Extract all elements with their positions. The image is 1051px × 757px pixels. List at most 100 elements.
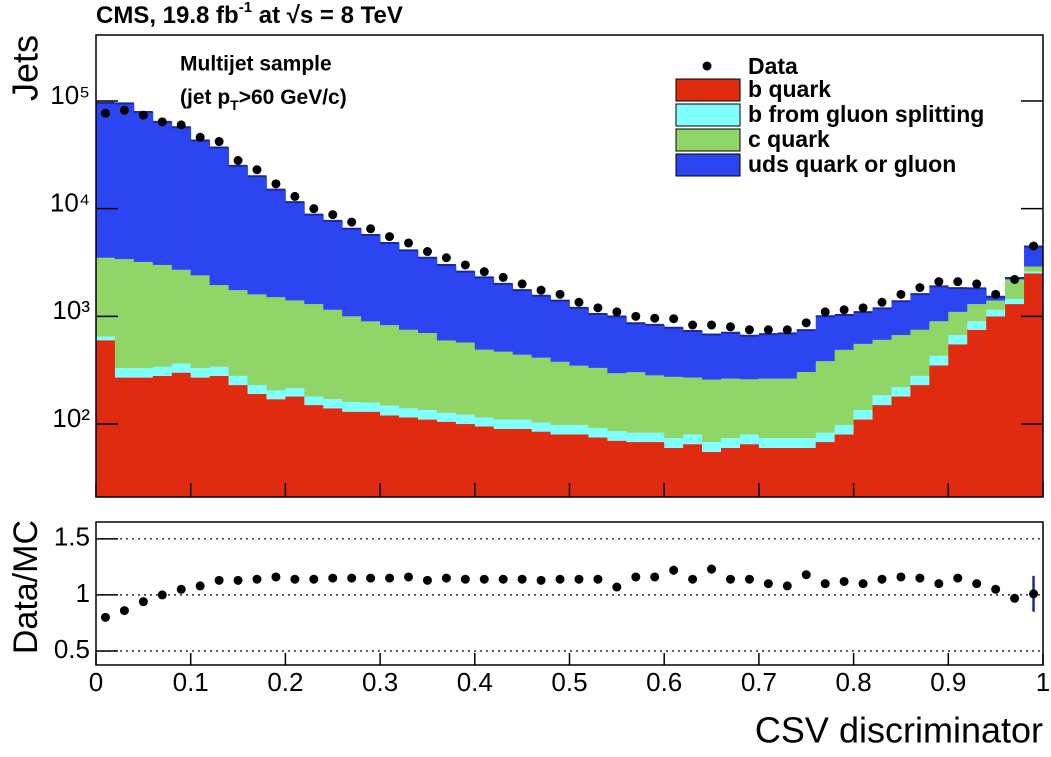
bar-segment [834,315,854,350]
bar-segment [285,388,305,397]
chart-title: CMS, 19.8 fb-1 at √s = 8 TeV [96,0,403,29]
bar-segment [1005,298,1025,305]
bar-segment [626,323,646,373]
bar-segment [342,316,362,403]
bar-segment [247,294,267,386]
ratio-point [422,575,432,585]
bar-segment [777,438,798,448]
bar-segment [266,390,286,400]
bar-segment [190,140,211,276]
bar-segment [380,405,400,416]
bar-segment [796,372,817,439]
data-point [631,311,641,321]
bar-segment [133,377,154,497]
bar-segment [664,327,684,377]
bar-segment [247,176,267,295]
legend-label: Data [748,53,798,79]
bar-segment [967,288,987,305]
ratio-point [669,565,679,575]
bar-segment [910,294,930,330]
bar-segment [512,419,533,429]
bar-segment [323,220,343,310]
data-point [214,137,224,147]
y-tick-label: 10⁴ [50,188,90,218]
bar-segment [758,438,779,448]
data-point [801,318,811,328]
bar-segment [399,329,419,409]
ratio-point [252,574,262,584]
annotation: Multijet sample [180,53,332,76]
bar-segment [417,333,438,410]
bar-segment [758,447,779,497]
y-tick-label: 10³ [52,295,90,325]
ratio-point [915,573,925,583]
bar-segment [342,228,362,317]
bar-segment [626,432,646,443]
bar-segment [891,396,911,497]
bar-segment [361,234,381,322]
x-axis-label: CSV discriminator [755,710,1043,751]
bar-segment [758,378,779,439]
ratio-point [744,574,754,584]
bar-segment [758,334,779,379]
bar-segment [986,316,1006,497]
bar-segment [171,269,192,364]
legend-label: b quark [748,76,831,102]
data-point [366,224,376,234]
ratio-point [328,573,338,583]
ratio-point [479,574,489,584]
bar-segment [152,375,173,497]
bar-segment [607,373,627,432]
data-point [252,165,262,175]
bar-segment [304,304,324,397]
bar-segment [1024,271,1044,274]
bar-segment [133,368,154,378]
bar-segment [929,365,949,497]
bar-segment [721,438,741,448]
x-tick-label: 0.8 [836,667,872,697]
data-point [176,120,186,130]
bar-segment [114,259,135,369]
bar-segment [285,300,305,389]
title-sup: -1 [239,0,252,16]
data-point [119,105,129,115]
data-point [1029,241,1039,251]
ratio-point [366,573,376,583]
bar-segment [512,428,533,497]
data-point [1010,274,1020,284]
data-point [725,322,735,332]
bar-segment [190,275,211,369]
bar-segment [607,440,627,497]
bar-segment [190,377,211,497]
bar-segment [986,309,1006,317]
bar-segment [569,424,589,435]
bar-segment [815,432,836,443]
bar-segment [96,340,116,497]
bar-segment [739,444,760,497]
bar-segment [588,313,608,368]
bar-segment [531,295,551,358]
ratio-point [688,574,698,584]
bar-segment [436,265,457,341]
data-point [536,285,546,295]
data-point [707,320,717,330]
bar-segment [493,419,514,429]
bar-segment [455,424,476,497]
ratio-point [707,564,717,574]
bar-segment [209,147,229,286]
bar-segment [929,321,949,356]
data-point [650,313,660,323]
bar-segment [1024,266,1044,272]
bar-segment [493,283,514,352]
bar-segment [1005,279,1025,299]
data-point [517,279,527,289]
x-tick-label: 0.6 [646,667,682,697]
ratio-point [157,590,167,600]
ratio-point [763,579,773,589]
data-point [669,314,679,324]
bar-segment [152,366,173,376]
data-point [934,277,944,287]
bar-segment [171,372,192,497]
bar-segment [304,396,324,406]
